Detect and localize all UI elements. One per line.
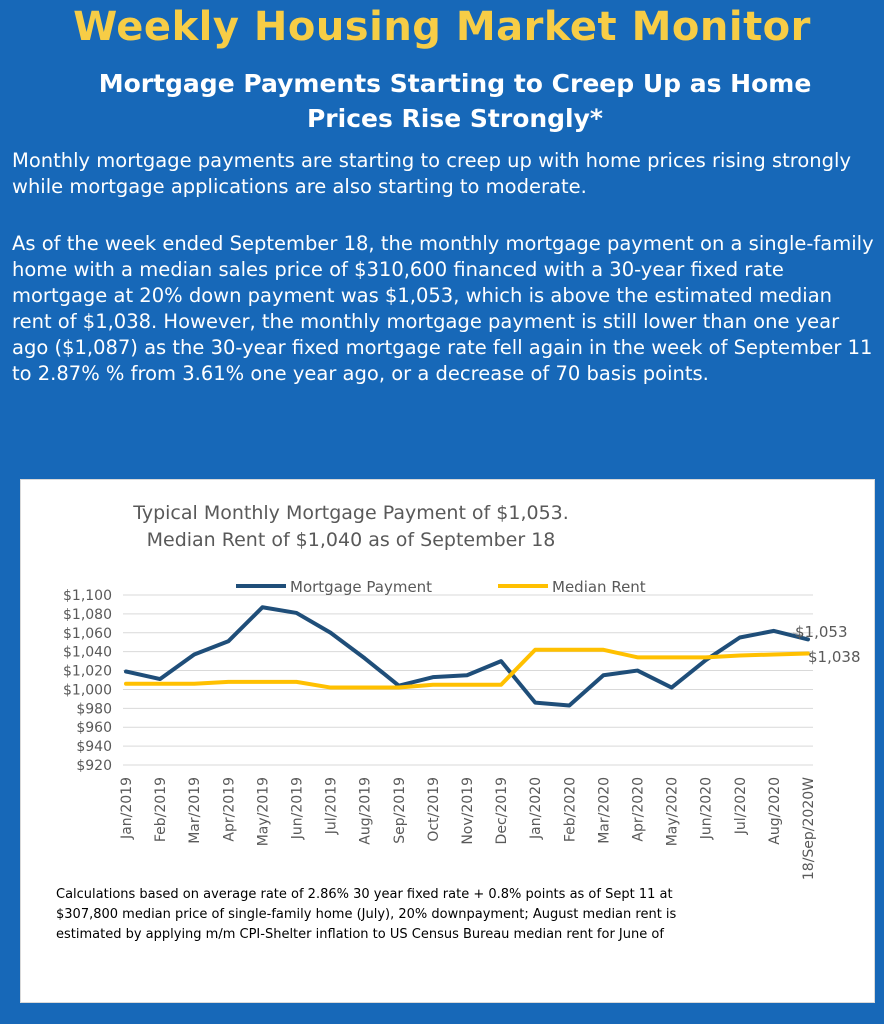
chart-title-line-2: Median Rent of $1,040 as of September 18: [146, 529, 556, 551]
data-point: [567, 648, 571, 652]
data-point: [158, 677, 162, 681]
data-point: [704, 658, 708, 662]
data-point: [806, 637, 810, 641]
data-point: [772, 629, 776, 633]
page-title: Weekly Housing Market Monitor: [73, 4, 811, 50]
data-point: [670, 655, 674, 659]
data-point: [329, 631, 333, 635]
end-label-leader: [792, 632, 804, 636]
chart-footnote: Calculations based on average rate of 2.…: [56, 885, 776, 945]
subtitle-line-2: Prices Rise Strongly*: [306, 104, 604, 133]
x-tick-label: Jul/2019: [324, 777, 340, 835]
x-tick-label: Apr/2020: [631, 777, 647, 842]
chart-card: Typical Monthly Mortgage Payment of $1,0…: [20, 479, 875, 1003]
data-point: [465, 673, 469, 677]
data-point: [704, 655, 708, 659]
y-tick-label: $1,020: [63, 664, 112, 680]
x-tick-label: May/2019: [255, 777, 271, 846]
data-point: [738, 636, 742, 639]
data-point: [601, 648, 605, 652]
data-point: [363, 686, 367, 690]
data-point: [772, 653, 776, 656]
data-point: [533, 648, 537, 652]
data-point: [499, 683, 503, 687]
chart-title: Typical Monthly Mortgage Payment of $1,0…: [111, 500, 591, 554]
y-tick-label: $920: [76, 758, 112, 774]
y-tick-label: $980: [76, 701, 112, 717]
x-tick-label: Mar/2020: [596, 777, 612, 844]
chart-title-line-1: Typical Monthly Mortgage Payment of $1,0…: [133, 502, 569, 524]
data-point: [295, 680, 298, 684]
x-tick-label: Nov/2019: [460, 777, 476, 845]
end-label-mortgage: $1,053: [795, 623, 848, 641]
y-tick-label: $1,000: [63, 682, 112, 698]
x-tick-label: Jan/2020: [528, 777, 544, 840]
x-tick-label: Feb/2019: [153, 777, 169, 842]
mortgage-rent-chart: $1,100 $1,080 $1,060 $1,040 $1,020 $1,000 $980…: [63, 578, 861, 880]
data-point: [431, 675, 435, 679]
data-point: [499, 659, 503, 663]
data-point: [192, 653, 196, 656]
data-point: [158, 682, 162, 686]
x-tick-label: Jun/2020: [699, 777, 715, 840]
data-point: [124, 670, 128, 673]
x-tick-label: Jul/2020: [733, 777, 749, 835]
legend-label: Median Rent: [552, 578, 646, 596]
x-tick-label: Feb/2020: [562, 777, 578, 842]
x-tick-label: Aug/2020: [767, 777, 783, 845]
data-point: [670, 686, 674, 690]
footnote-line-2: $307,800 median price of single-family h…: [56, 907, 677, 922]
y-tick-label: $1,080: [63, 607, 112, 623]
legend-label: Mortgage Payment: [290, 578, 432, 596]
x-tick-label: Jun/2019: [290, 777, 306, 840]
x-tick-label: May/2020: [665, 777, 681, 846]
y-tick-label: $1,100: [63, 588, 112, 604]
data-point: [601, 673, 605, 677]
x-tick-label: Jan/2019: [119, 777, 135, 840]
end-label-rent: $1,038: [808, 648, 861, 666]
subtitle-line-1: Mortgage Payments Starting to Creep Up a…: [98, 69, 812, 98]
data-point: [465, 683, 469, 687]
data-point: [124, 682, 128, 686]
y-tick-label: $960: [76, 720, 112, 736]
x-tick-label: 18/Sep/2020W: [801, 777, 817, 880]
data-point: [636, 669, 639, 673]
data-point: [226, 680, 230, 684]
data-point: [260, 680, 264, 684]
data-point: [226, 639, 230, 643]
x-tick-label: Sep/2019: [392, 777, 408, 844]
y-tick-label: $1,040: [63, 645, 112, 661]
intro-paragraph: Monthly mortgage payments are starting t…: [12, 149, 851, 198]
data-point: [431, 683, 435, 687]
x-tick-label: Oct/2019: [426, 777, 442, 842]
data-point: [397, 686, 401, 690]
footnote-line-3: estimated by applying m/m CPI-Shelter in…: [56, 927, 664, 942]
footnote-line-1: Calculations based on average rate of 2.…: [56, 887, 673, 902]
data-point: [738, 653, 742, 657]
data-point: [806, 652, 810, 656]
data-point: [329, 686, 333, 690]
x-tick-label: Dec/2019: [494, 777, 510, 844]
y-tick-label: $1,060: [63, 626, 112, 642]
data-point: [295, 611, 298, 615]
detail-paragraph: As of the week ended September 18, the m…: [12, 232, 874, 385]
data-point: [192, 682, 196, 686]
data-point: [260, 605, 264, 609]
x-tick-label: Aug/2019: [358, 777, 374, 845]
page-subtitle: Mortgage Payments Starting to Creep Up a…: [30, 66, 880, 136]
data-point: [363, 656, 367, 660]
data-point: [567, 704, 571, 707]
x-tick-label: Apr/2019: [221, 777, 237, 842]
data-point: [533, 701, 537, 705]
data-point: [636, 655, 639, 659]
y-tick-label: $940: [76, 739, 112, 755]
x-tick-label: Mar/2019: [187, 777, 203, 844]
